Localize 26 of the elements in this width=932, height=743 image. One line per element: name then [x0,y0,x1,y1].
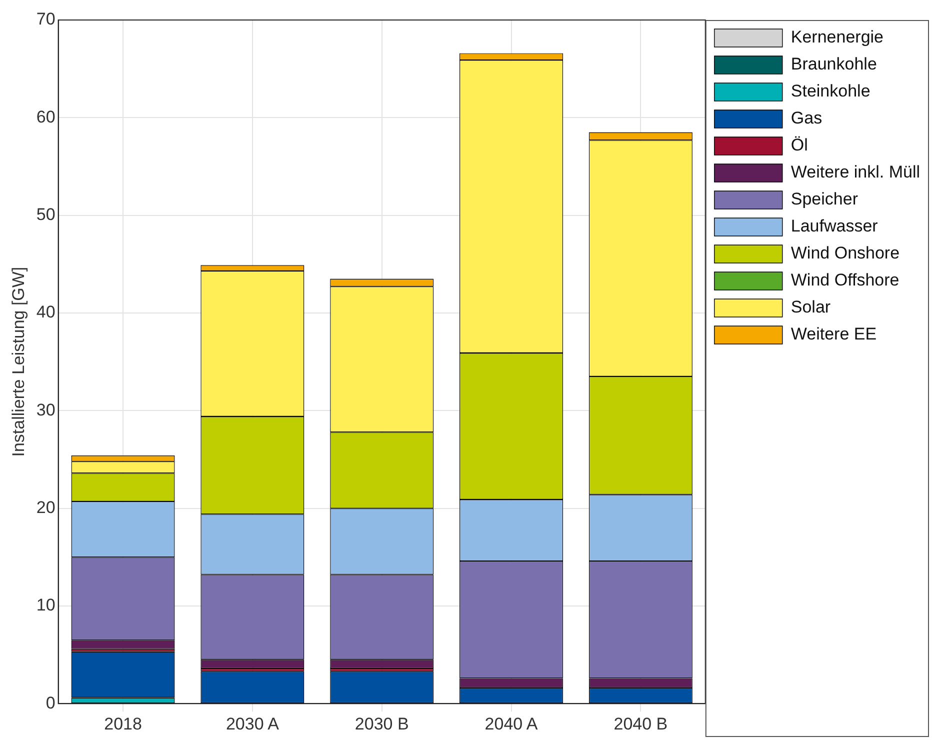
legend-label: Weitere inkl. Müll [790,162,920,182]
y-tick-label: 30 [36,400,56,420]
y-tick-label: 20 [36,498,56,517]
legend-label: Solar [790,298,831,317]
legend-label: Gas [790,108,822,128]
y-tick-label: 40 [36,302,56,322]
x-tick-label: 2040 B [614,714,668,734]
legend-label: Wind Offshore [790,270,900,290]
x-tick-label: 2018 [104,714,142,734]
legend-label: Laufwasser [790,216,878,236]
x-tick-label: 2030 B [354,714,409,734]
y-tick-label: 70 [36,10,56,29]
legend-label: Weitere EE [790,324,877,344]
legend-label: Öl [790,136,808,155]
y-tick-label: 0 [46,693,56,712]
legend-label: Braunkohle [790,54,877,74]
x-tick-label: 2040 A [484,714,538,734]
y-axis-title: Installierte Leistung [GW] [8,266,28,457]
legend-label: Wind Onshore [790,244,900,263]
y-tick-label: 50 [36,205,56,224]
y-tick-label: 10 [36,596,56,615]
legend-label: Kernenergie [790,28,884,47]
legend-label: Speicher [790,190,858,209]
x-tick-label: 2030 A [226,714,280,734]
y-tick-label: 60 [36,107,56,126]
legend-label: Steinkohle [790,82,870,101]
